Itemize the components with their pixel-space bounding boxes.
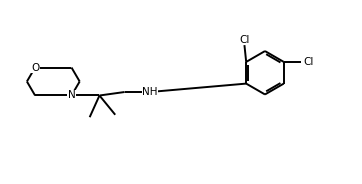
Text: NH: NH bbox=[142, 87, 157, 97]
Text: O: O bbox=[31, 63, 39, 72]
Text: N: N bbox=[68, 91, 75, 100]
Text: Cl: Cl bbox=[239, 35, 250, 45]
Text: Cl: Cl bbox=[303, 57, 313, 67]
